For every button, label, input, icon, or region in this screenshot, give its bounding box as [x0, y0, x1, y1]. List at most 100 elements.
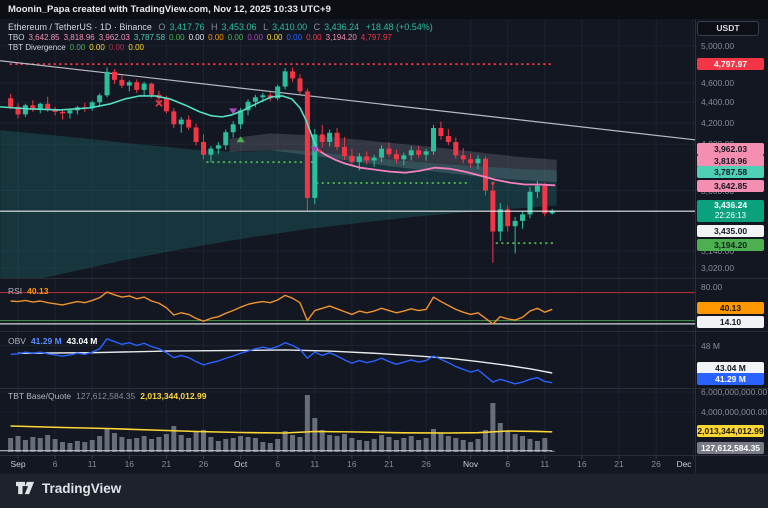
watermark-text: Moonin_Papa created with TradingView.com…: [8, 4, 331, 15]
volume-bar: [178, 435, 184, 452]
volume-bar: [267, 443, 273, 452]
legend-value: 0.00: [286, 33, 303, 42]
tbt-base-quote-pane[interactable]: [0, 395, 555, 452]
legend-value: 3,787.58: [133, 33, 166, 42]
tbt-divergence-values: 0.00 0.00 0.00 0.00: [70, 43, 148, 52]
legend-value: 3,194.20: [325, 33, 357, 42]
high-label: H: [211, 22, 218, 32]
symbol-title[interactable]: Ethereum / TetherUS · 1D · Binance: [8, 22, 152, 32]
price-badge: 3,787.58: [697, 165, 764, 178]
rsi-line: [10, 291, 553, 325]
time-tick-label: 26: [421, 459, 431, 469]
volume-bar: [208, 437, 214, 452]
tbt-divergence-label[interactable]: TBT Divergence: [8, 43, 66, 52]
volume-bar: [445, 436, 451, 452]
volume-bar: [341, 434, 347, 452]
legend-value: 0.00: [169, 33, 185, 42]
low-label: L: [263, 22, 269, 32]
volume-bar: [30, 437, 36, 452]
volume-bar: [401, 438, 407, 452]
time-tick-label: Oct: [233, 459, 248, 469]
open-value: 3,417.76: [169, 22, 205, 32]
indicator-tick-label: 6,000,000,000.00: [701, 387, 768, 397]
obv-legend[interactable]: OBV 41.29 M 43.04 M: [8, 336, 102, 346]
volume-bar: [520, 436, 526, 452]
currency-toggle-button[interactable]: USDT: [697, 21, 759, 36]
rsi-legend[interactable]: RSI 40.13: [8, 286, 53, 296]
obv-label[interactable]: OBV: [8, 336, 26, 346]
volume-bar: [497, 423, 503, 452]
tbt-quote-line: [10, 425, 553, 434]
volume-bar: [379, 435, 385, 452]
legend-value: 0.00: [227, 33, 244, 42]
volume-bar: [423, 438, 429, 452]
tbo-label[interactable]: TBO: [8, 33, 25, 42]
volume-bar: [82, 442, 88, 452]
volume-bar: [230, 438, 236, 452]
watermark-bar: Moonin_Papa created with TradingView.com…: [0, 0, 768, 19]
signal-dot-marker: [317, 149, 321, 153]
tradingview-logo[interactable]: TradingView: [16, 480, 121, 496]
tbo-fast-ma-teal: [0, 95, 319, 151]
descending-trendline[interactable]: [0, 60, 695, 141]
time-tick-label: 6: [52, 459, 58, 469]
main-price-pane[interactable]: [0, 60, 695, 287]
volume-bar: [527, 439, 533, 452]
volume-bar: [393, 440, 399, 452]
volume-bar: [104, 428, 110, 452]
volume-bar: [364, 441, 370, 452]
time-tick-label: Nov: [463, 459, 479, 469]
tradingview-logo-text: TradingView: [42, 480, 122, 496]
time-tick-label: 26: [651, 459, 661, 469]
volume-bar: [119, 437, 125, 452]
volume-bar: [542, 438, 548, 452]
volume-bar: [312, 418, 318, 452]
price-badge: 4,797.97: [697, 58, 764, 70]
tbt-base-quote-legend[interactable]: TBT Base/Quote 127,612,584.35 2,013,344,01…: [8, 391, 211, 401]
open-label: O: [158, 22, 166, 32]
pane-separators[interactable]: [0, 19, 768, 473]
volume-bar: [215, 441, 221, 452]
volume-bar: [327, 435, 333, 452]
volume-bar: [171, 426, 177, 452]
volume-bar: [290, 435, 296, 452]
volume-bar: [141, 436, 147, 452]
tbt-base-quote-label[interactable]: TBT Base/Quote: [8, 391, 72, 401]
time-tick-label: 21: [614, 459, 624, 469]
symbol-legend[interactable]: Ethereum / TetherUS · 1D · Binance O 3,41…: [8, 22, 437, 32]
time-tick-label: 16: [347, 459, 357, 469]
price-tick-label: 4,200.00: [701, 117, 735, 128]
tbo-legend[interactable]: TBO 3,642.85 3,818.96 3,962.03 3,787.58 0.00 0…: [8, 33, 400, 42]
legend-value: 0.00: [69, 43, 86, 52]
volume-bar: [349, 438, 355, 452]
volume-bar: [134, 438, 140, 452]
rsi-label[interactable]: RSI: [8, 286, 23, 296]
rsi-pane[interactable]: [0, 291, 695, 325]
volume-bar: [319, 430, 325, 452]
time-tick-label: 21: [161, 459, 172, 469]
volume-bar: [126, 439, 132, 452]
volume-bar: [512, 434, 518, 452]
price-badge: 3,435.00: [697, 224, 764, 237]
obv-pane[interactable]: [10, 338, 553, 385]
volume-bar: [460, 440, 466, 452]
legend-value: 0.00: [108, 43, 125, 52]
volume-bar: [408, 436, 414, 452]
legend-value: 0.00: [188, 33, 205, 42]
volume-bar: [334, 436, 340, 452]
volume-bar: [89, 440, 95, 452]
grid-lines: [0, 19, 695, 455]
tbo-values: 3,642.85 3,818.96 3,962.03 3,787.58 0.00 0.00…: [28, 33, 395, 42]
close-label: C: [313, 22, 321, 32]
price-badge: 3,642.85: [697, 180, 764, 192]
volume-bar: [371, 439, 377, 452]
price-badge: 40.13: [697, 302, 764, 314]
volume-bar: [223, 439, 229, 452]
price-badge: 3,194.20: [697, 239, 764, 251]
time-tick-label: 11: [310, 459, 320, 469]
price-tick-label: 5,000.00: [701, 41, 735, 51]
tbt-quote-value: 2,013,344,012.99: [140, 391, 207, 401]
tbt-divergence-legend[interactable]: TBT Divergence 0.00 0.00 0.00 0.00: [8, 43, 152, 52]
